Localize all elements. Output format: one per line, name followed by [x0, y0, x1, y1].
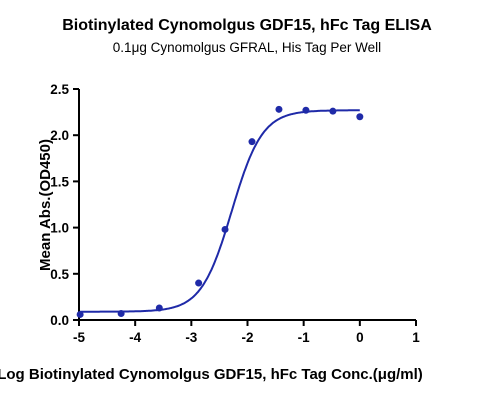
y-tick-label: 1.5 [50, 174, 69, 189]
x-tick-label: -5 [73, 330, 85, 345]
data-point [302, 106, 310, 114]
y-tick-label: 0.0 [50, 313, 69, 328]
chart-subtitle: 0.1μg Cynomolgus GFRAL, His Tag Per Well [113, 40, 381, 55]
data-point [76, 310, 84, 318]
x-tick-label: -2 [241, 330, 253, 345]
data-point [356, 113, 364, 121]
x-tick-label: -3 [185, 330, 197, 345]
data-point [329, 107, 337, 115]
y-tick-label: 2.5 [50, 82, 69, 97]
y-tick-label: 2.0 [50, 128, 69, 143]
plot-area: -5 -4 -3 -2 -1 0 1 0.0 0.5 1.0 1.5 2.0 2.5 [50, 82, 420, 345]
data-point [248, 138, 256, 146]
x-tick-label: -1 [298, 330, 310, 345]
data-point [221, 225, 229, 233]
chart-title: Biotinylated Cynomolgus GDF15, hFc Tag E… [62, 17, 432, 34]
data-point [117, 310, 125, 318]
x-tick-label: -4 [129, 330, 141, 345]
data-point [195, 279, 203, 287]
y-axis-label: Mean Abs.(OD450) [37, 139, 54, 271]
fit-curve [80, 109, 360, 313]
data-point [155, 304, 163, 312]
y-tick-label: 1.0 [50, 221, 69, 236]
x-tick-label: 1 [412, 330, 420, 345]
x-tick-label: 0 [356, 330, 364, 345]
y-tick-label: 0.5 [50, 267, 69, 282]
data-point [275, 105, 283, 113]
x-axis-label: Log Biotinylated Cynomolgus GDF15, hFc T… [0, 366, 423, 383]
